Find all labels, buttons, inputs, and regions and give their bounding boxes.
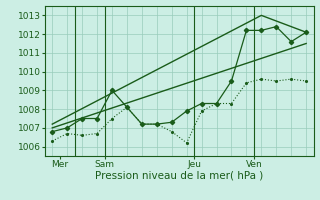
X-axis label: Pression niveau de la mer( hPa ): Pression niveau de la mer( hPa ): [95, 171, 263, 181]
